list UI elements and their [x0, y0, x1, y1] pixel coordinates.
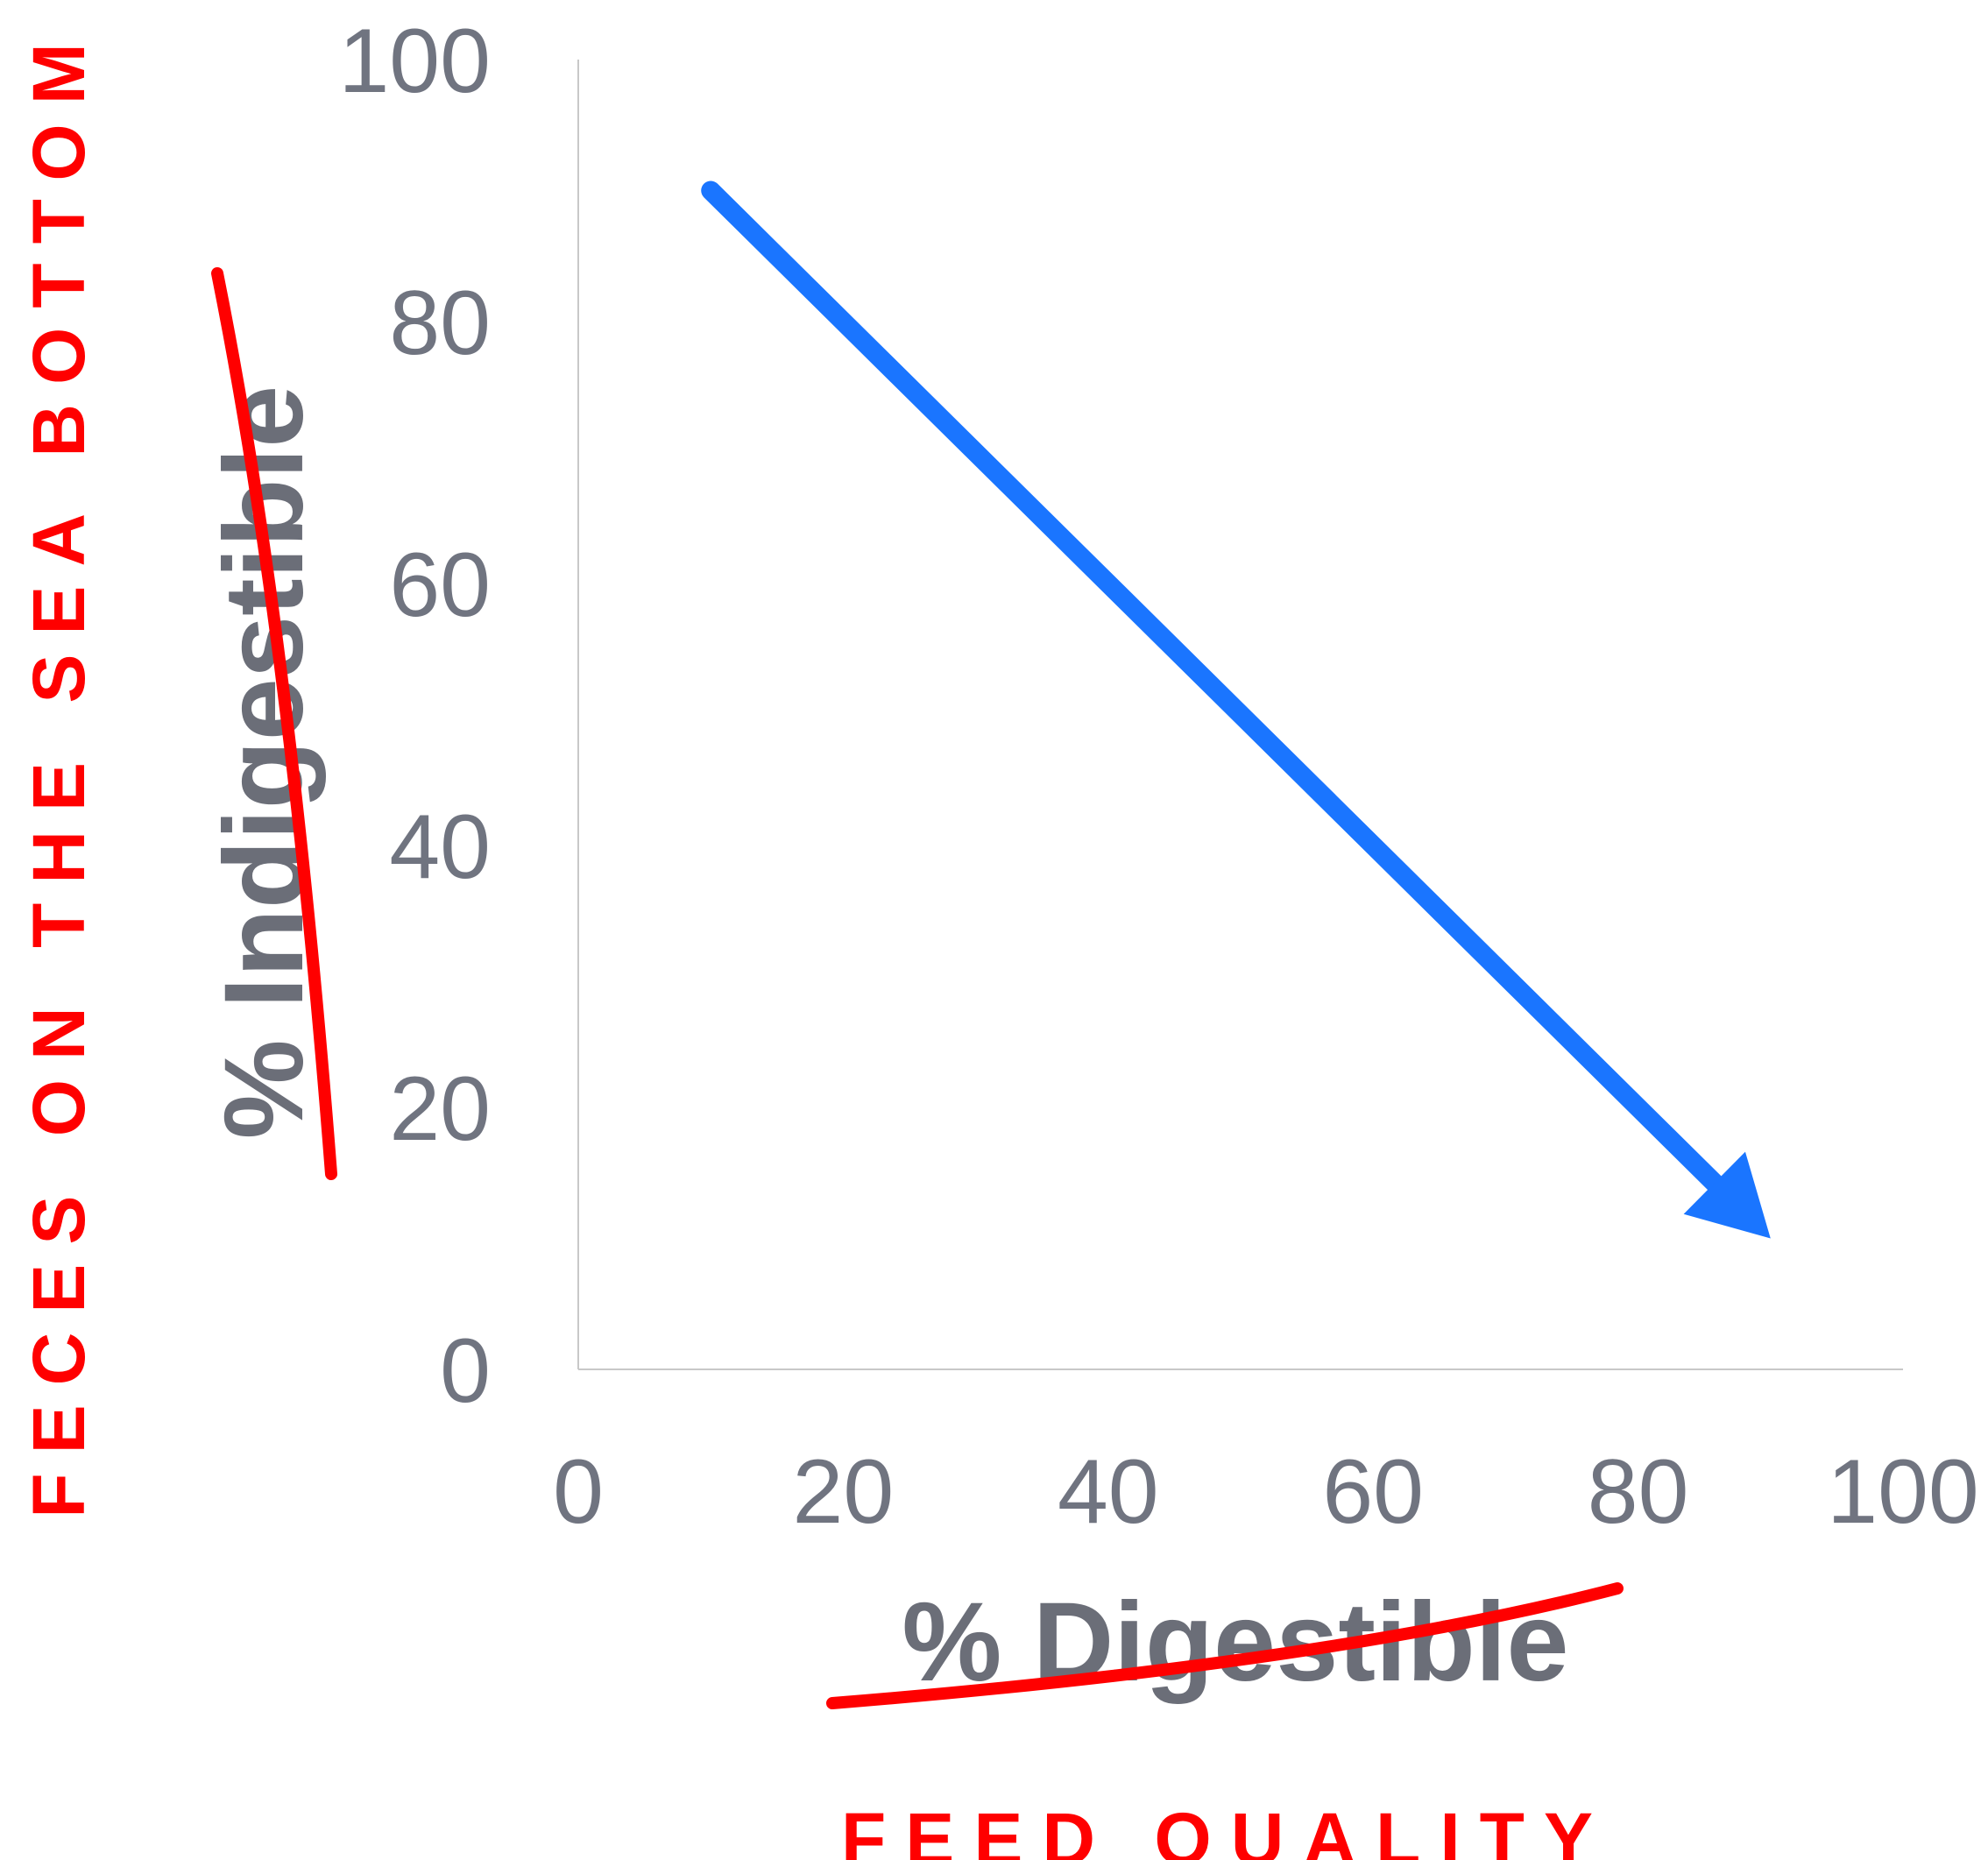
x-tick-labels: 0 20 40 60 80 100 — [553, 1441, 1979, 1543]
y-tick-label: 0 — [440, 1320, 491, 1422]
y-tick-label: 40 — [389, 796, 491, 898]
x-tick-label: 20 — [793, 1441, 895, 1543]
y-axis-title: % Indigestible — [202, 385, 327, 1140]
x-title-strikethrough — [826, 1582, 1624, 1709]
x-tick-label: 80 — [1588, 1441, 1689, 1543]
y-tick-label: 60 — [389, 534, 491, 636]
x-replacement-annotation: FEED QUALITY — [841, 1798, 1612, 1860]
trend-arrow-shaft — [701, 180, 1730, 1199]
y-tick-label: 100 — [338, 11, 491, 112]
trend-arrow-head — [1683, 1151, 1771, 1239]
y-replacement-annotation: FECES ON THE SEA BOTTOM — [18, 24, 100, 1517]
x-tick-label: 100 — [1827, 1441, 1979, 1543]
y-title-strikethrough — [211, 267, 337, 1180]
x-tick-label: 0 — [553, 1441, 604, 1543]
plot-axes — [577, 60, 1903, 1370]
y-tick-label: 80 — [389, 272, 491, 374]
y-tick-label: 20 — [389, 1058, 491, 1160]
series-layer — [701, 180, 1771, 1239]
x-tick-label: 40 — [1058, 1441, 1159, 1543]
x-tick-label: 60 — [1322, 1441, 1424, 1543]
y-tick-labels: 0 20 40 60 80 100 — [338, 11, 491, 1422]
